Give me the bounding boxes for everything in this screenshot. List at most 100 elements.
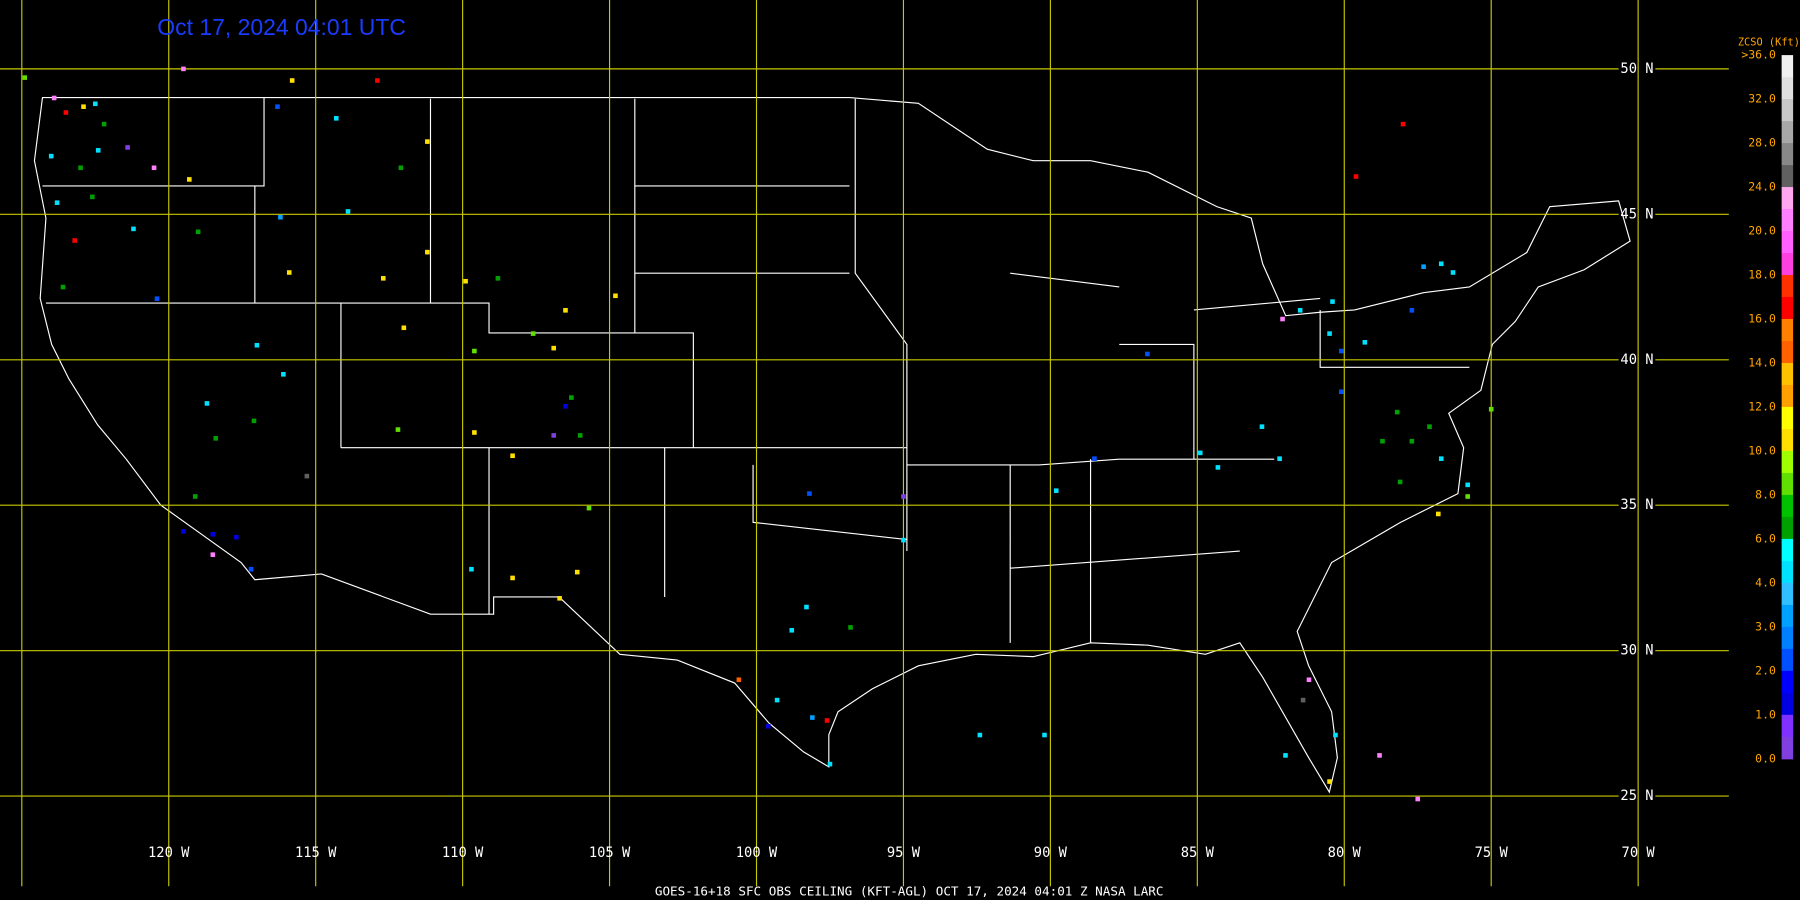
station-obs xyxy=(1306,677,1312,683)
station-obs xyxy=(613,293,618,299)
station-obs xyxy=(765,723,771,729)
lon-label: 110 W xyxy=(442,845,484,861)
colorbar-box xyxy=(1781,428,1794,452)
colorbar-label: 4.0 xyxy=(1755,575,1776,589)
station-obs xyxy=(510,453,515,459)
lon-label: 80 W xyxy=(1328,845,1362,861)
lat-label: 40 N xyxy=(1620,352,1653,368)
boundaries xyxy=(33,97,1631,794)
station-obs xyxy=(234,534,239,540)
station-obs xyxy=(1409,438,1415,444)
station-obs xyxy=(1436,511,1441,517)
station-obs xyxy=(278,214,283,220)
colorbar-label: 8.0 xyxy=(1755,487,1776,501)
station-obs xyxy=(78,165,83,171)
station-obs xyxy=(1438,456,1444,461)
station-obs xyxy=(901,537,906,543)
station-obs xyxy=(1215,465,1221,470)
station-obs xyxy=(1450,270,1456,275)
colorbar-title: ZCSO (Kft) xyxy=(1738,36,1800,48)
colorbar-box xyxy=(1781,472,1794,496)
station-obs xyxy=(204,401,210,406)
station-obs xyxy=(563,404,568,409)
station-obs xyxy=(569,395,574,400)
station-obs xyxy=(398,165,404,171)
station-obs xyxy=(48,153,54,159)
station-obs xyxy=(1465,482,1470,488)
station-obs xyxy=(1427,424,1432,429)
station-obs xyxy=(151,165,157,171)
station-obs xyxy=(51,95,57,101)
colorbar-box xyxy=(1781,494,1794,518)
station-obs xyxy=(472,430,477,435)
station-obs xyxy=(1421,264,1426,269)
colorbar-box xyxy=(1781,670,1794,694)
colorbar-label: 14.0 xyxy=(1748,355,1776,369)
stations xyxy=(22,66,1494,802)
colorbar-box xyxy=(1781,714,1794,738)
station-obs xyxy=(1327,331,1332,336)
station-obs xyxy=(577,433,583,438)
lon-label: 95 W xyxy=(887,845,921,861)
station-obs xyxy=(181,529,186,534)
colorbar-box xyxy=(1781,99,1794,122)
station-obs xyxy=(275,104,280,109)
station-obs xyxy=(210,552,216,557)
station-obs xyxy=(1297,308,1303,313)
lat-label: 30 N xyxy=(1620,643,1653,659)
station-obs xyxy=(804,604,809,610)
lat-label: 50 N xyxy=(1620,61,1653,77)
station-obs xyxy=(1280,316,1285,322)
station-obs xyxy=(463,278,468,284)
station-obs xyxy=(1377,753,1382,758)
station-obs xyxy=(345,209,351,214)
station-obs xyxy=(192,494,198,499)
colorbar-box xyxy=(1781,296,1794,320)
colorbar-label: 32.0 xyxy=(1748,92,1776,106)
colorbar-box xyxy=(1781,406,1794,430)
station-obs xyxy=(1380,438,1385,444)
colorbar-label: >36.0 xyxy=(1741,48,1776,62)
station-obs xyxy=(1353,174,1359,179)
colorbar-box xyxy=(1781,143,1794,166)
station-obs xyxy=(90,194,95,200)
lon-label: 75 W xyxy=(1475,845,1509,861)
colorbar-label: 28.0 xyxy=(1748,136,1776,150)
colorbar-box xyxy=(1781,187,1794,210)
station-obs xyxy=(425,139,430,144)
station-obs xyxy=(125,145,130,150)
station-obs xyxy=(380,276,386,281)
colorbar-box xyxy=(1781,231,1794,254)
station-obs xyxy=(1277,456,1282,461)
station-obs xyxy=(401,325,407,331)
station-obs xyxy=(736,677,742,683)
colorbar-label: 24.0 xyxy=(1748,180,1776,194)
colorbar-box xyxy=(1781,121,1794,144)
station-obs xyxy=(251,418,257,424)
station-obs xyxy=(810,715,815,720)
lat-label: 25 N xyxy=(1620,788,1653,804)
station-obs xyxy=(977,732,983,738)
station-obs xyxy=(181,66,186,72)
station-obs xyxy=(63,110,69,115)
station-obs xyxy=(54,200,60,205)
state-lines xyxy=(42,97,1470,643)
station-obs xyxy=(469,566,474,572)
station-obs xyxy=(551,433,557,438)
colorbar-box xyxy=(1781,626,1794,650)
station-obs xyxy=(1300,697,1306,703)
station-obs xyxy=(1042,732,1047,738)
station-obs xyxy=(286,270,292,275)
footer: GOES-16+18 SFC OBS CEILING (KFT-AGL) OCT… xyxy=(655,883,1164,898)
colorbar-box xyxy=(1781,55,1794,78)
colorbar-box xyxy=(1781,538,1794,562)
station-obs xyxy=(92,101,98,107)
station-obs xyxy=(281,372,286,377)
station-obs xyxy=(195,229,201,235)
station-obs xyxy=(1465,494,1470,499)
station-obs xyxy=(1053,488,1059,493)
station-obs xyxy=(60,284,66,290)
